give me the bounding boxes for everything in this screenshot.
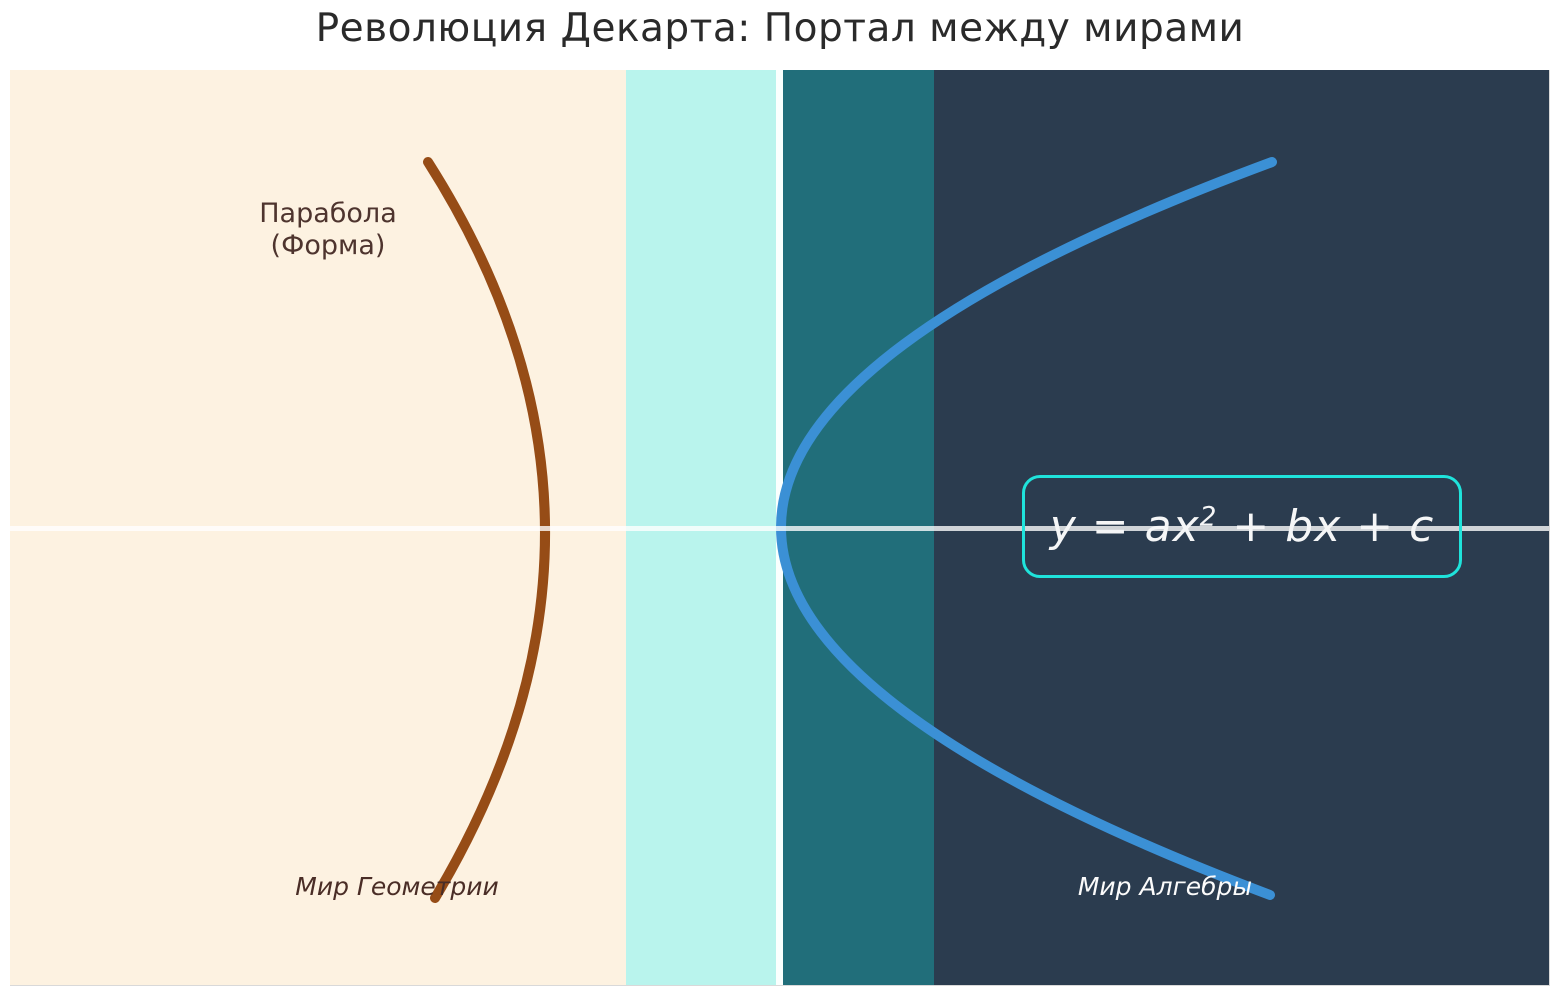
formula-suffix: + bx + c [1217,501,1435,552]
parabola-shape-label: Парабола (Форма) [168,198,488,262]
geometry-world-label: Мир Геометрии [295,872,499,901]
plot-area: Парабола (Форма) y = ax2 + bx + c Мир Ге… [10,70,1550,986]
algebra-world-label: Мир Алгебры [1077,872,1253,901]
parabola-label-line2: (Форма) [270,229,386,261]
quadratic-formula: y = ax2 + bx + c [1050,501,1435,552]
chart-title: Революция Декарта: Портал между мирами [315,6,1245,51]
horizontal-axis-line [10,526,1549,531]
formula-box: y = ax2 + bx + c [1022,475,1462,578]
formula-exponent: 2 [1199,501,1218,533]
formula-prefix: y = ax [1049,501,1200,552]
parabola-label-line1: Парабола [259,198,397,229]
